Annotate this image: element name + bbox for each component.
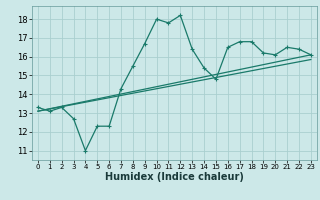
X-axis label: Humidex (Indice chaleur): Humidex (Indice chaleur)	[105, 172, 244, 182]
